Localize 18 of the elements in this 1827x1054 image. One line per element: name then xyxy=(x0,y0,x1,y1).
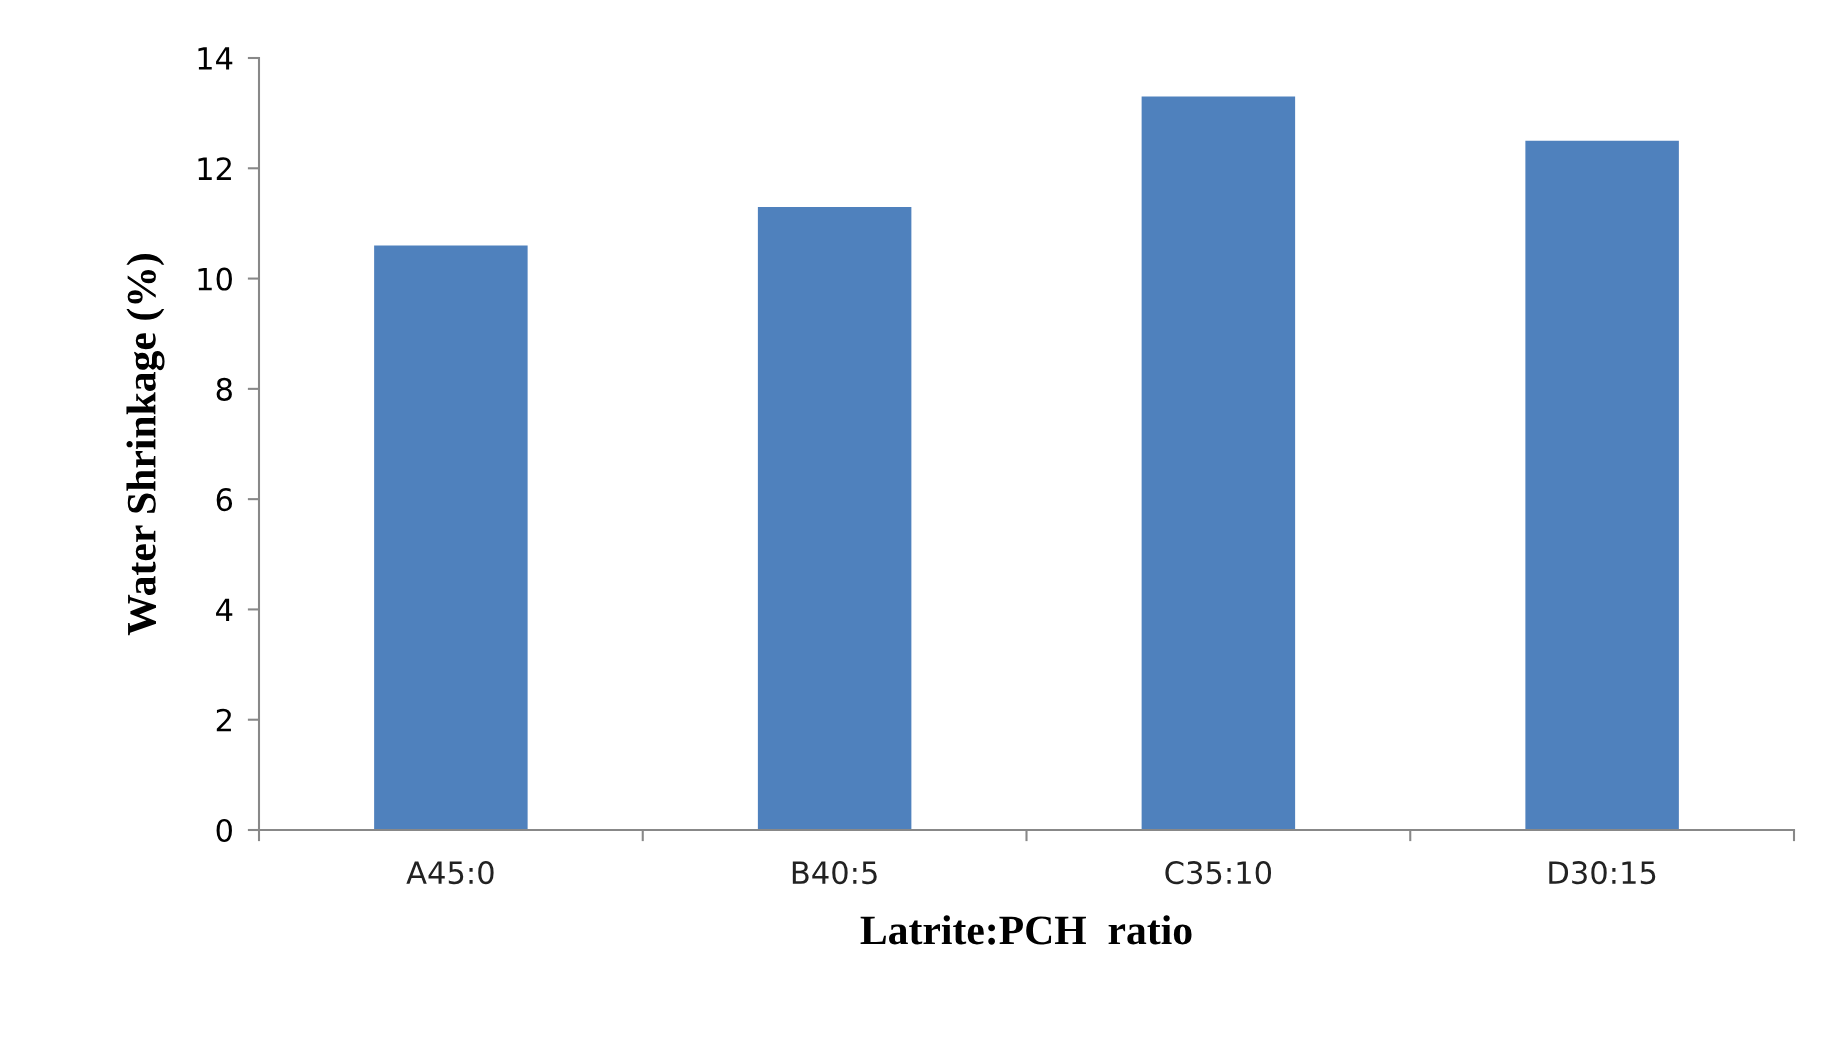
x-tick-label: B40:5 xyxy=(792,861,877,885)
y-tick-label: 0 xyxy=(216,818,232,843)
x-tick-label: D30:15 xyxy=(1549,861,1656,885)
y-tick-label: 4 xyxy=(216,598,233,622)
y-tick-label: 10 xyxy=(198,267,232,291)
y-tick-label: 14 xyxy=(198,47,233,70)
x-axis-title: Latrite:PCH ratio xyxy=(860,915,1192,945)
y-tick-label: 6 xyxy=(216,488,233,512)
bar xyxy=(1525,140,1679,830)
y-axis-title: Water Shrinkage (%) xyxy=(126,254,165,636)
y-tick-label: 12 xyxy=(198,157,231,180)
y-tick-label: 8 xyxy=(216,377,232,401)
bar xyxy=(757,206,912,830)
bar xyxy=(1141,96,1296,830)
x-tick-label: C35:10 xyxy=(1165,861,1272,885)
x-tick-label: A45:0 xyxy=(406,861,494,885)
bar xyxy=(374,245,528,830)
y-tick-label: 2 xyxy=(216,708,231,732)
